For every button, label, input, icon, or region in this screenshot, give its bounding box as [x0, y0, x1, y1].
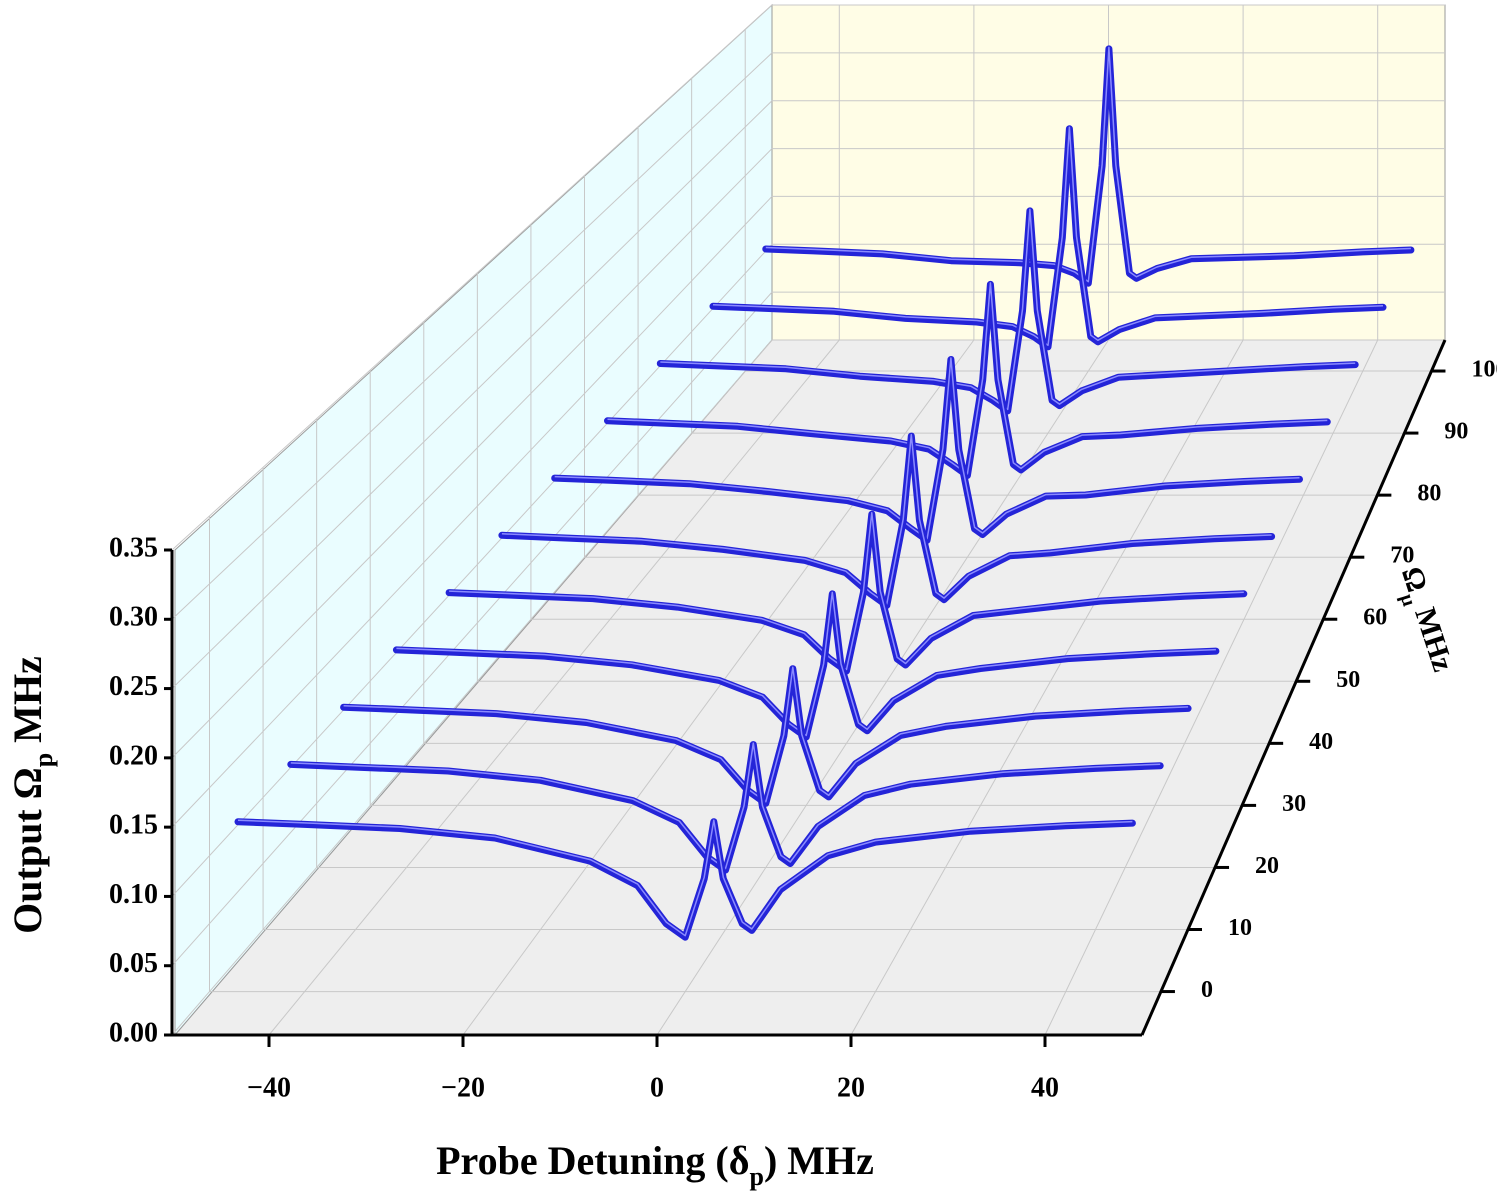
- curve-highlight: [449, 511, 1244, 671]
- y-tick-label: 0.05: [109, 948, 158, 979]
- curve-highlight: [343, 666, 1189, 803]
- x-title-text: Probe Detuning (δ: [436, 1138, 749, 1183]
- curve-highlight: [501, 433, 1272, 605]
- wall-grid-line: [171, 148, 773, 759]
- z-tick-label: 10: [1228, 915, 1252, 941]
- curve-highlight: [237, 819, 1133, 937]
- z-tick-label: 70: [1390, 543, 1414, 569]
- curve-highlight: [554, 357, 1300, 540]
- y-tick-label: 0.10: [109, 879, 158, 910]
- x-tick-label: −40: [247, 1072, 291, 1103]
- wall-grid-line: [171, 196, 773, 828]
- y-tick-label: 0.25: [109, 671, 158, 702]
- z-tick-label: 20: [1255, 853, 1279, 879]
- x-tick-label: 20: [837, 1072, 865, 1103]
- floor-grid-line: [656, 339, 1109, 1036]
- z-tick-label: 30: [1282, 791, 1306, 817]
- grid: [171, 4, 1445, 1036]
- x-title-sub: p: [749, 1162, 763, 1191]
- x-axis-title: Probe Detuning (δp) MHz: [436, 1138, 874, 1191]
- floor-grid-line: [268, 339, 840, 1036]
- y-title-sub: p: [29, 753, 58, 767]
- y-tick-label: 0.35: [109, 532, 158, 563]
- z-tick-label: 100: [1471, 357, 1497, 383]
- z-axis-title: Ωμ MHz: [1389, 563, 1460, 678]
- y-tick-label: 0.20: [109, 740, 158, 771]
- x-tick-label: 0: [650, 1072, 664, 1103]
- curve-highlight: [765, 46, 1411, 283]
- wall-grid-line: [171, 100, 773, 689]
- x-tick-label: 40: [1031, 1072, 1059, 1103]
- curve-highlight: [290, 742, 1161, 870]
- y-tick-label: 0.30: [109, 602, 158, 633]
- y-title-text: MHz: [5, 656, 50, 753]
- wall-grid-line: [171, 4, 773, 551]
- z-tick-label: 40: [1309, 729, 1333, 755]
- wall-grid-line: [171, 52, 773, 620]
- y-axis-title: Output Ωp MHz: [5, 656, 58, 934]
- y-tick-label: 0.15: [109, 810, 158, 841]
- wall-grid-line: [171, 243, 773, 897]
- z-tick-label: 0: [1201, 977, 1213, 1003]
- y-tick-label: 0.00: [109, 1017, 158, 1048]
- curve-highlight: [607, 282, 1328, 475]
- z-title-text: MHz: [1406, 596, 1460, 675]
- floor-grid-line: [850, 339, 1244, 1036]
- wall-grid-line: [171, 291, 773, 967]
- x-title-text: ) MHz: [764, 1138, 874, 1183]
- z-tick-label: 80: [1417, 481, 1441, 507]
- floor-grid-line: [462, 339, 975, 1036]
- z-tick-label: 50: [1336, 667, 1360, 693]
- floor-grid-line: [1044, 339, 1379, 1036]
- curve-highlight: [660, 208, 1356, 411]
- y-title-text: Output Ω: [5, 767, 50, 934]
- x-tick-label: −20: [441, 1072, 485, 1103]
- wall-grid-line: [171, 339, 773, 1036]
- z-tick-label: 90: [1444, 419, 1468, 445]
- z-tick-label: 60: [1363, 605, 1387, 631]
- curve-highlight: [712, 126, 1384, 347]
- curve-highlight: [396, 591, 1216, 737]
- axes: 0.00 0.05 0.10 0.15 0.20 0.25 0.30 0.35 −40 −20 0 2…: [109, 339, 1497, 1103]
- curves: [234, 45, 1415, 941]
- z-axis-line: [1140, 339, 1447, 1036]
